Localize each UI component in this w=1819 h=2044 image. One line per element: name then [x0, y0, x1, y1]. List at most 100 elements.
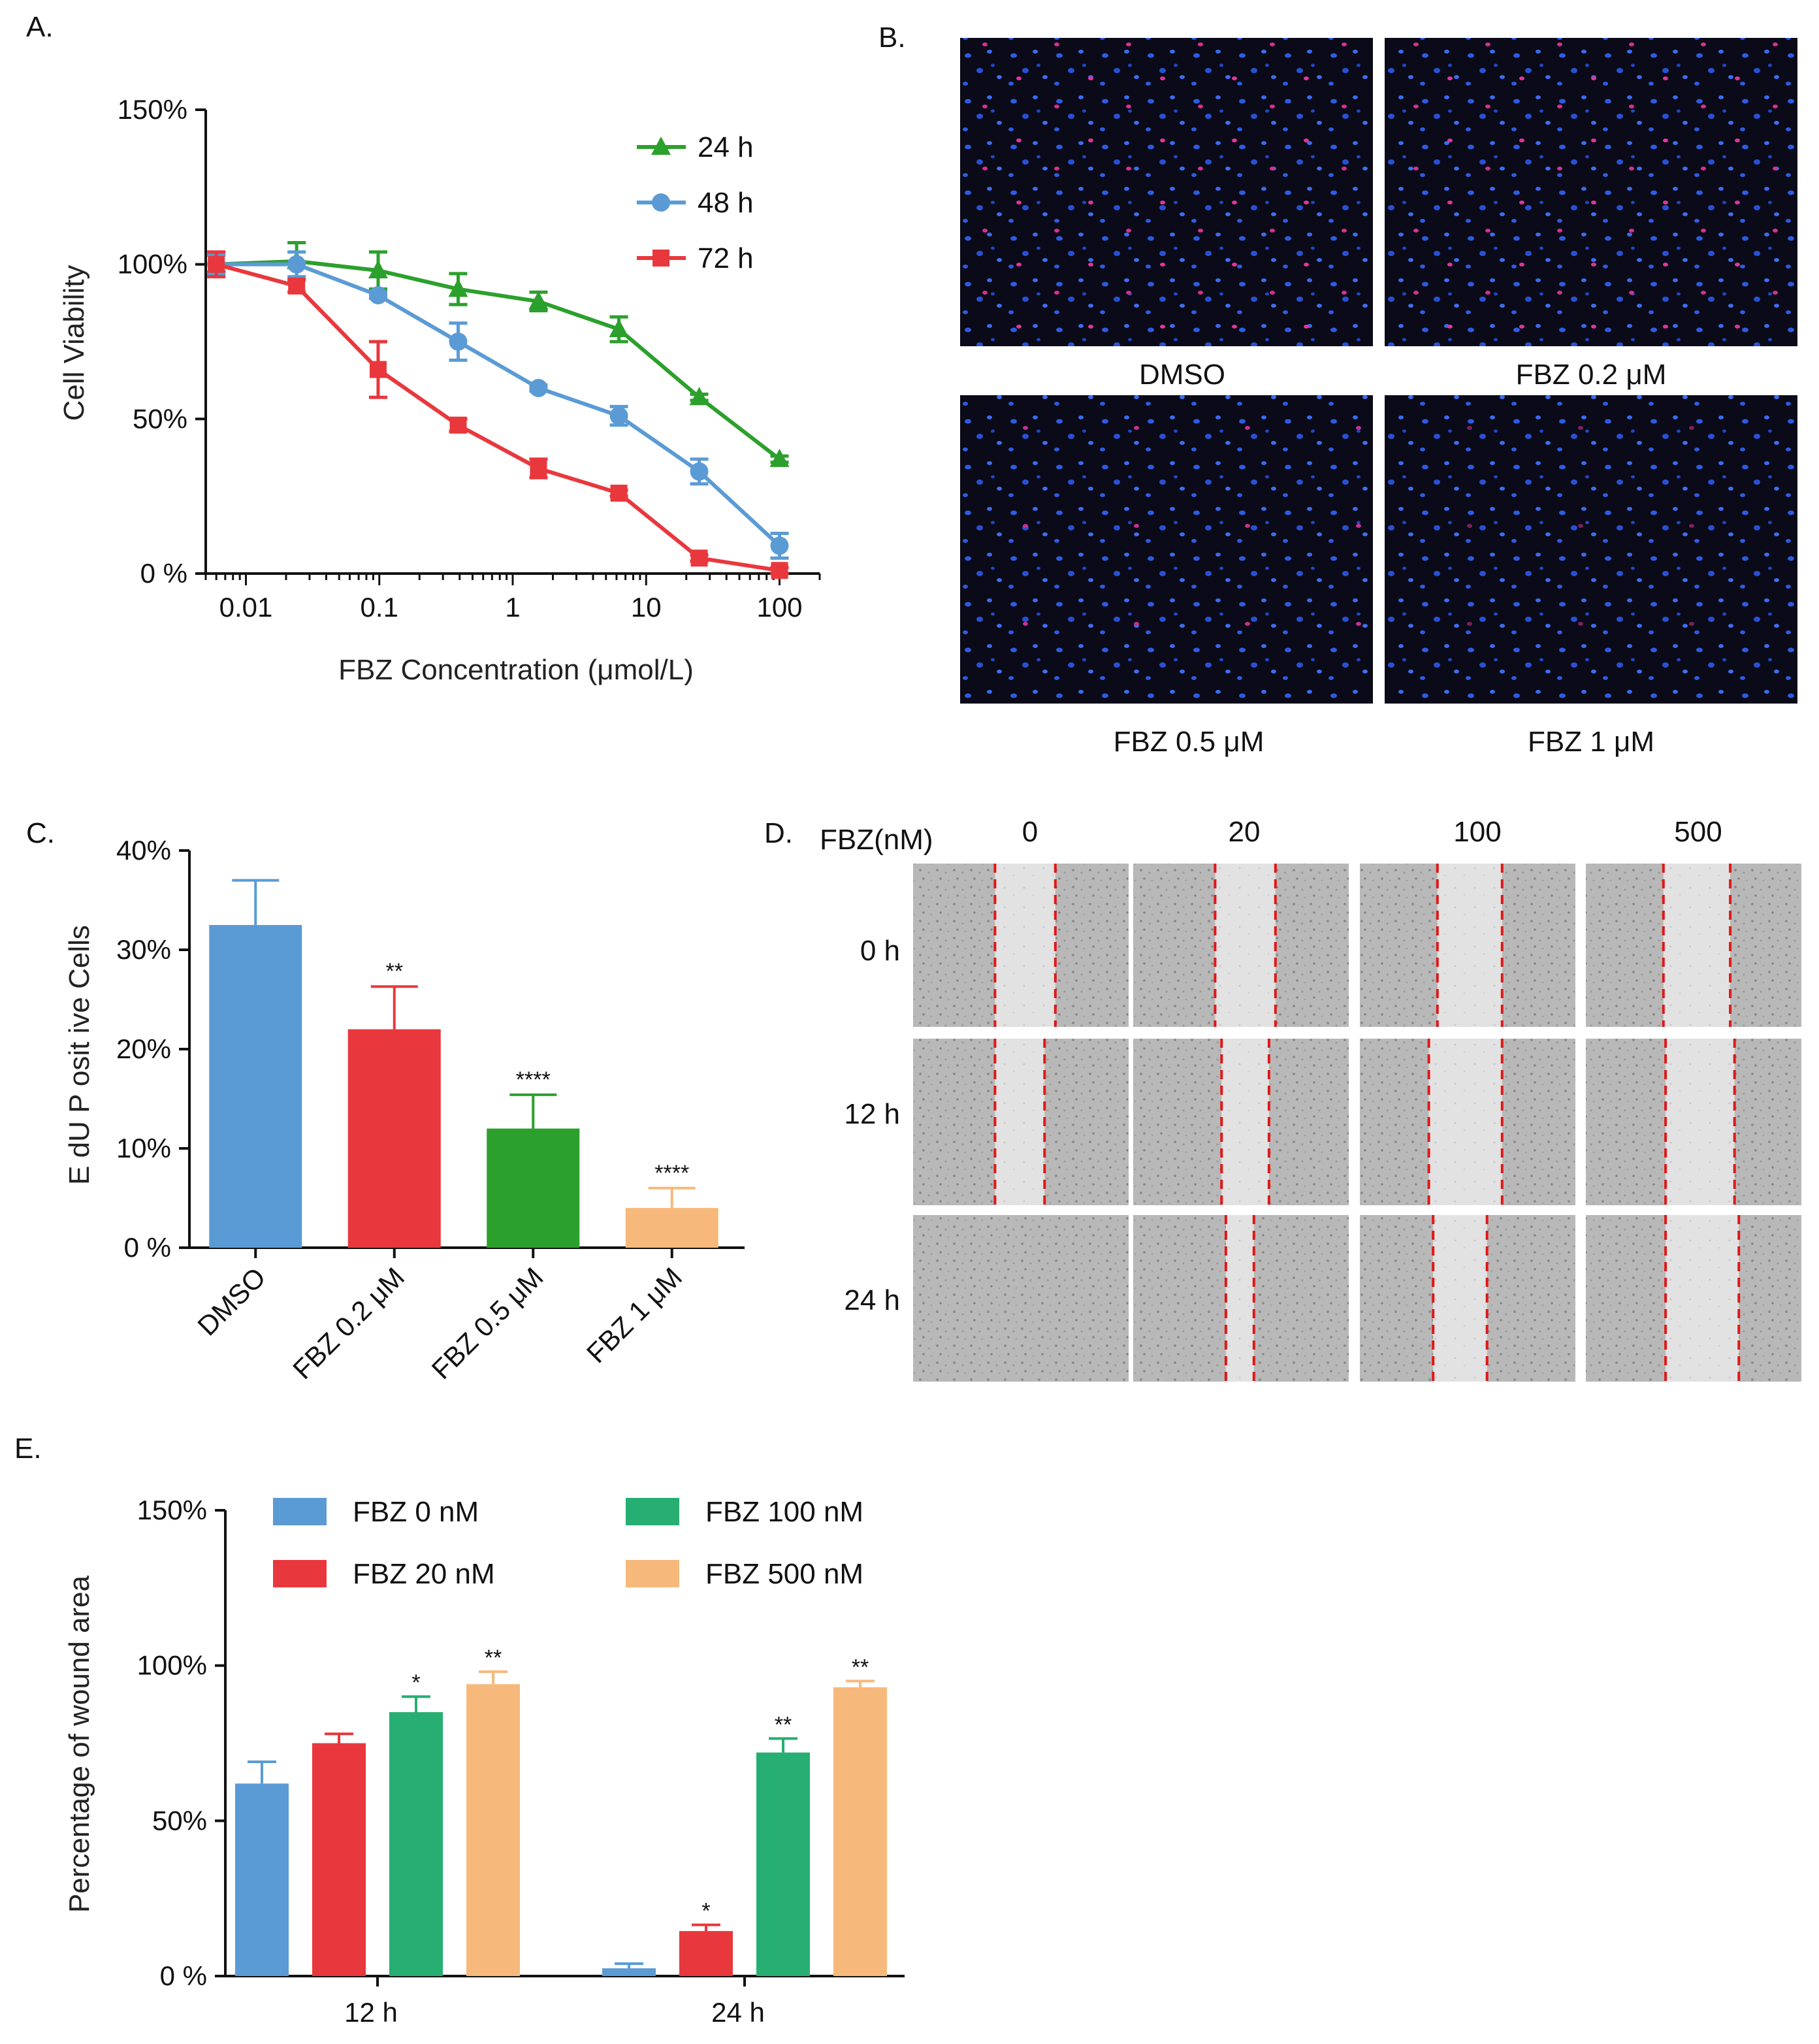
edu-image-fbz-0-5 [960, 395, 1373, 704]
y-axis-title-e: Percentage of wound area [63, 1575, 95, 1913]
row-label-d: 12 h [844, 1098, 900, 1130]
series-line-0 [216, 259, 781, 461]
legend-swatch-e [626, 1560, 679, 1587]
panel-d-wound-images: FBZ(nM) 0 20 100 500 0 h 12 h 24 h [820, 816, 1801, 1382]
caption-dmso: DMSO [1139, 359, 1225, 391]
y-axis-title-c: E dU P osit ive Cells [63, 925, 95, 1185]
wound-image-tile [913, 1039, 1129, 1205]
data-point [770, 536, 789, 555]
y-tick-label-a: 100% [118, 249, 187, 280]
y-tick-label-e: 150% [137, 1495, 207, 1525]
edu-image-fbz-0-2 [1385, 38, 1797, 346]
series-line-2 [216, 262, 780, 573]
fbz-nm-header: FBZ(nM) [820, 824, 933, 856]
wound-image-tile [1360, 864, 1575, 1027]
edu-image-fbz-1 [1385, 395, 1797, 704]
legend-label-e: FBZ 0 nM [353, 1496, 479, 1528]
bar-1-0 [602, 1968, 656, 1976]
column-label-d: 500 [1674, 816, 1722, 848]
x-tick-label-a: 0.01 [219, 592, 273, 623]
legend-label-e: FBZ 500 nM [705, 1558, 863, 1590]
x-tick-label-c: FBZ 0.5 μM [426, 1261, 549, 1385]
wound-gap [995, 864, 1055, 1027]
legend-swatch-e [273, 1498, 327, 1525]
data-point [368, 260, 388, 279]
y-tick-label-c: 20% [116, 1033, 171, 1064]
legend-label-a: 72 h [698, 242, 754, 274]
edu-image-dmso [960, 38, 1373, 346]
x-tick-label-e: 24 h [711, 1997, 765, 2028]
legend-label-e: FBZ 100 nM [705, 1496, 863, 1528]
significance-marker: ** [386, 959, 403, 984]
significance-marker: **** [516, 1067, 551, 1092]
bar-1-1 [679, 1931, 733, 1976]
x-tick-label-a: 10 [631, 592, 662, 623]
data-point [288, 277, 306, 295]
y-tick-label-a: 0 % [140, 558, 187, 589]
wound-gap [1215, 864, 1276, 1027]
wound-image-tile [1133, 1039, 1349, 1205]
bar-0 [209, 925, 302, 1248]
wound-image-tile [913, 1215, 1129, 1382]
y-tick-label-c: 30% [116, 934, 171, 965]
legend-swatch-e [626, 1498, 679, 1525]
data-point [609, 319, 629, 338]
wound-gap [1428, 1039, 1502, 1205]
legend-marker [651, 137, 671, 155]
significance-marker: **** [654, 1161, 689, 1186]
caption-fbz-0-5: FBZ 0.5 μM [1114, 726, 1264, 758]
y-tick-label-a: 150% [118, 94, 187, 125]
data-point [528, 291, 549, 310]
chart-e-wound-area: 0 %50%100%150%Percentage of wound area **… [63, 1495, 905, 2028]
wound-gap [1433, 1215, 1487, 1382]
significance-marker: ** [775, 1712, 792, 1737]
y-tick-label-c: 0 % [124, 1232, 171, 1263]
row-label-d: 24 h [844, 1284, 900, 1316]
wound-gap [1221, 1039, 1269, 1205]
x-tick-label-e: 12 h [344, 1997, 398, 2028]
wound-image-tile [1133, 1215, 1349, 1382]
series-line-1 [216, 262, 781, 547]
panel-label-a: A. [26, 11, 54, 43]
panel-label-b: B. [878, 22, 906, 54]
x-tick-label-a: 0.1 [361, 592, 398, 623]
wound-image [913, 1215, 1129, 1382]
data-point [771, 562, 788, 579]
data-point [529, 379, 548, 397]
data-point [449, 333, 468, 351]
bar-0-3 [466, 1684, 520, 1976]
y-tick-label-c: 40% [116, 835, 171, 866]
legend-marker [652, 250, 669, 267]
panel-label-c: C. [26, 817, 55, 849]
y-tick-label-a: 50% [133, 403, 187, 434]
wound-gap [1437, 864, 1502, 1027]
chart-a-cell-viability: 0 % 50% 100% 150% 0.01 0.1 1 10 100 FBZ Concentra… [58, 94, 821, 686]
column-label-d: 20 [1229, 816, 1261, 848]
bar-0-2 [389, 1711, 443, 1976]
bar-1-2 [756, 1752, 810, 1976]
x-tick-label-c: FBZ 0.2 μM [287, 1261, 410, 1385]
bar-0-0 [235, 1783, 289, 1976]
data-point [448, 278, 468, 297]
y-tick-label-e: 50% [152, 1805, 207, 1836]
panel-label-e: E. [14, 1433, 42, 1465]
legend-label-e: FBZ 20 nM [353, 1558, 495, 1590]
bar-0-1 [312, 1743, 366, 1976]
wound-gap [1666, 1039, 1735, 1205]
y-tick-label-c: 10% [116, 1133, 171, 1163]
wound-image-tile [1133, 864, 1349, 1027]
bar-1-3 [833, 1687, 887, 1976]
data-point [610, 484, 628, 502]
legend-marker [652, 193, 670, 212]
x-tick-label-c: DMSO [191, 1261, 271, 1341]
wound-image-tile [913, 864, 1129, 1027]
data-point [689, 387, 709, 406]
data-point [769, 448, 790, 467]
caption-fbz-0-2: FBZ 0.2 μM [1516, 359, 1667, 391]
data-point [208, 255, 225, 273]
data-point [369, 361, 387, 378]
data-point [530, 460, 547, 478]
x-tick-label-a: 1 [505, 592, 520, 623]
x-tick-label-a: 100 [756, 592, 802, 623]
